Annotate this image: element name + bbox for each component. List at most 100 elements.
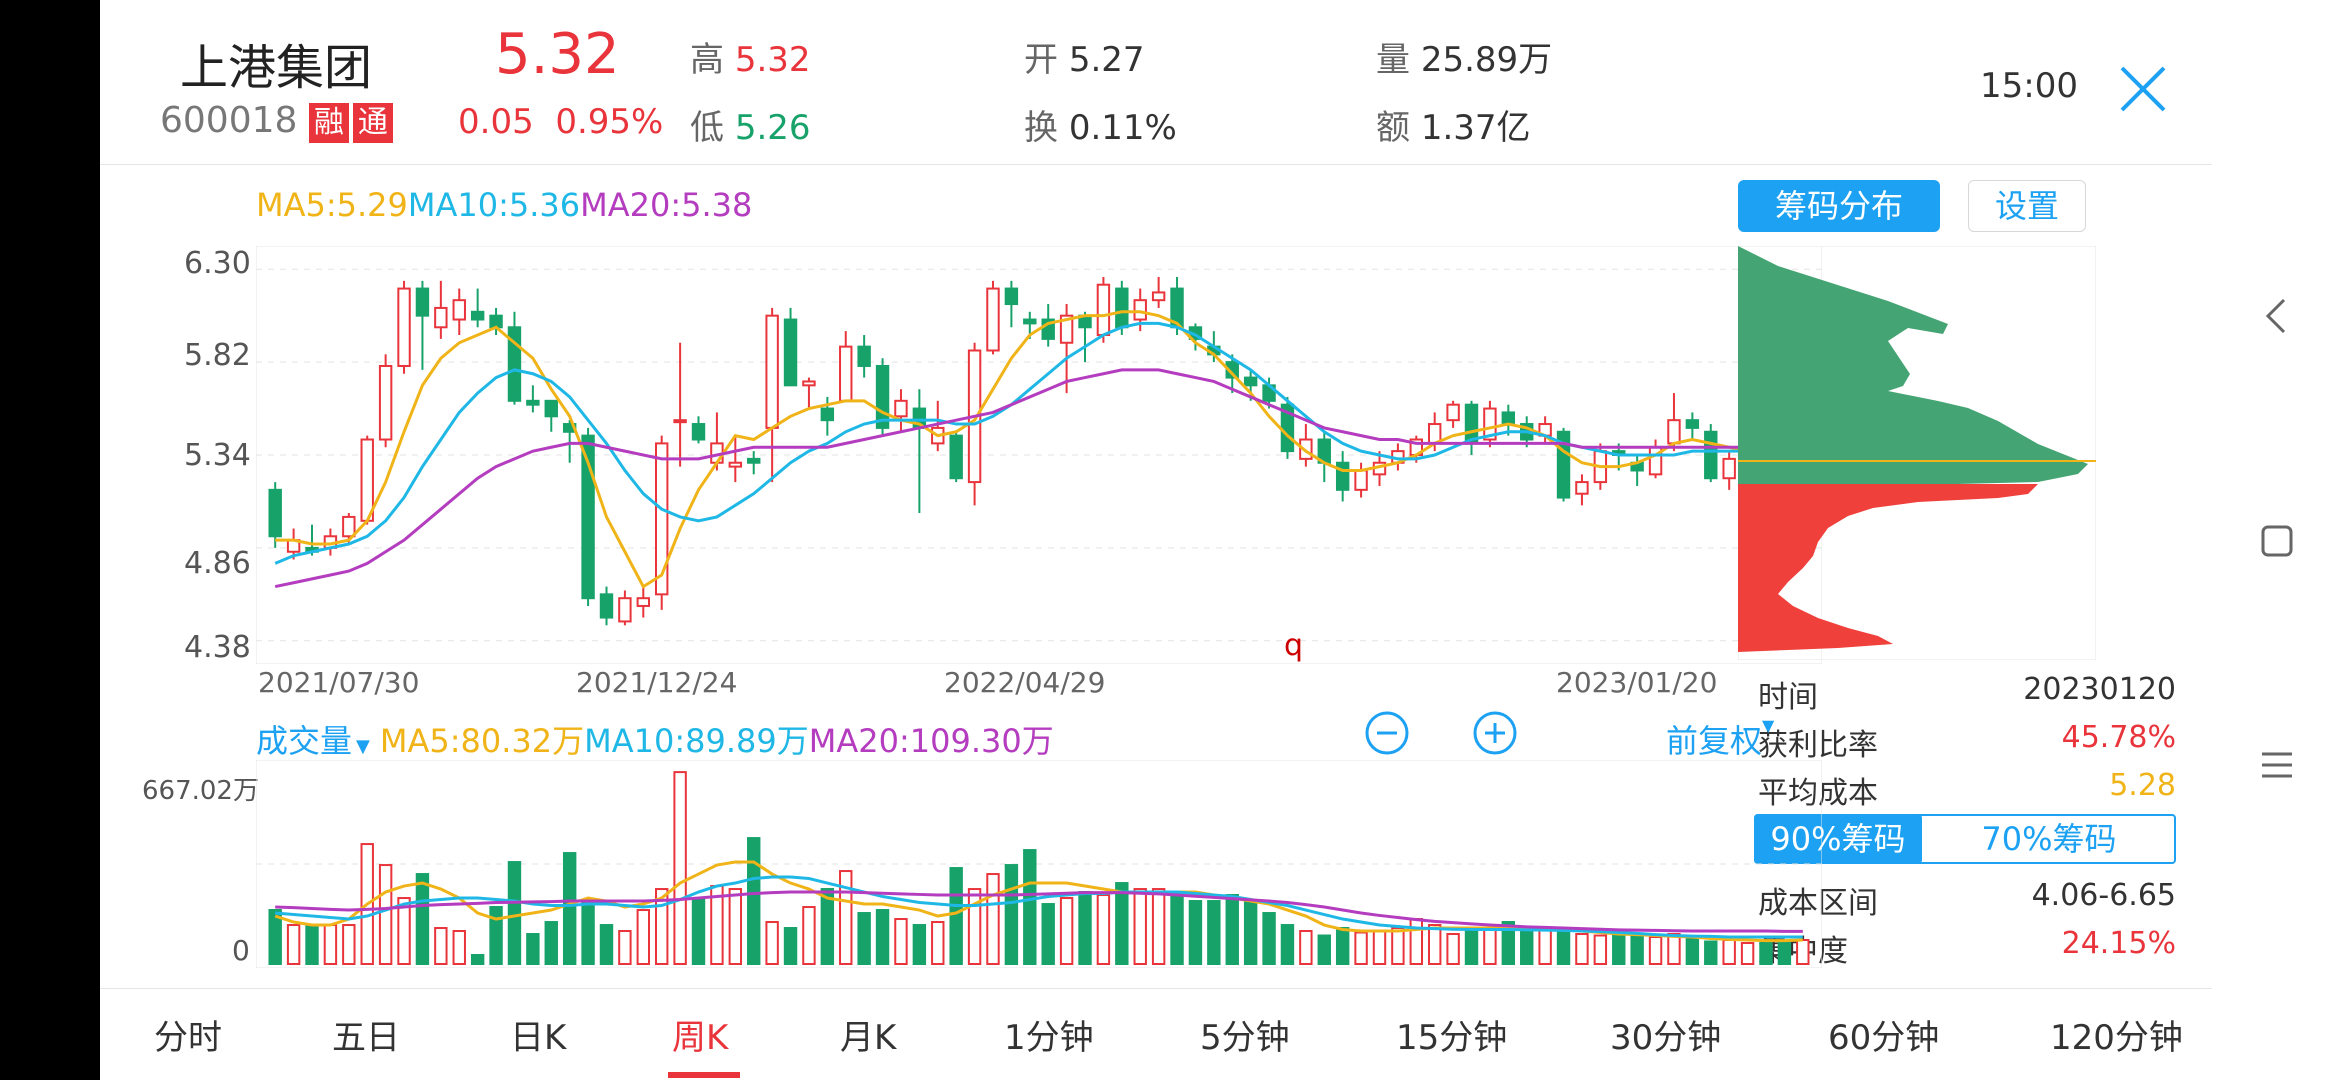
candle (1115, 287, 1129, 329)
tab-5min[interactable]: 5分钟 (1200, 1018, 1290, 1058)
tab-intraday[interactable]: 分时 (154, 1018, 222, 1058)
candle (691, 423, 706, 441)
candle (397, 287, 411, 367)
volume-bar (691, 897, 706, 965)
volume-bar (1667, 933, 1681, 965)
volume-bar (415, 873, 430, 965)
volume-bar (1280, 924, 1295, 965)
settings-button[interactable]: 设置 (1968, 180, 2086, 232)
zoom-out-icon[interactable] (1364, 710, 1410, 756)
dropdown-arrow-icon[interactable]: ▼ (1762, 716, 1775, 735)
volume-bar (489, 906, 503, 966)
tab-five-day[interactable]: 五日 (332, 1018, 400, 1058)
candle (1041, 318, 1055, 340)
volume-chart[interactable] (256, 760, 1822, 968)
recents-menu-icon[interactable] (2260, 750, 2294, 780)
volume-bar (507, 861, 522, 965)
volume-bar (1151, 888, 1166, 966)
adjust-label[interactable]: 前复权 (1666, 722, 1763, 760)
tab-90-chips[interactable]: 90%筹码 (1754, 814, 1922, 864)
candle (1354, 469, 1368, 491)
volume-bar (1538, 928, 1552, 966)
volume-bar (1575, 933, 1589, 965)
volume-bar (1685, 937, 1700, 965)
volume-bar (1372, 930, 1387, 966)
volume-bar (470, 954, 485, 965)
dropdown-arrow-icon[interactable]: ▼ (356, 736, 370, 757)
ma-legend: MA5:5.29MA10:5.36MA20:5.38 (256, 186, 752, 224)
candle (783, 318, 798, 387)
tab-120min[interactable]: 120分钟 (2050, 1018, 2183, 1058)
high-label: 高 (690, 40, 724, 80)
zoom-in-icon[interactable] (1472, 710, 1518, 756)
volume-bar (286, 924, 301, 965)
chip-distribution-button[interactable]: 筹码分布 (1738, 180, 1940, 232)
vol-ma10-line (275, 875, 1803, 939)
candle (526, 399, 540, 406)
volume-value: 25.89万 (1420, 40, 1553, 80)
volume-bar (581, 900, 595, 965)
low-label: 低 (690, 108, 724, 148)
kline-chart[interactable] (256, 246, 1822, 664)
tab-15min[interactable]: 15分钟 (1396, 1018, 1508, 1058)
volume-bar (1096, 894, 1111, 965)
candle (378, 364, 393, 441)
tabs-divider (100, 988, 2212, 989)
active-tab-indicator (668, 1072, 740, 1078)
date-axis-label: 2023/01/20 (1556, 666, 1718, 699)
candle (599, 593, 614, 619)
price-axis-label: 6.30 (184, 246, 251, 281)
tab-1min[interactable]: 1分钟 (1004, 1018, 1094, 1058)
candle (839, 345, 853, 402)
connect-badge: 通 (352, 103, 393, 143)
volume-bar (452, 930, 466, 966)
candle (1667, 419, 1681, 445)
volume-title[interactable]: 成交量 (256, 722, 353, 760)
candle (1501, 411, 1516, 426)
vol-ma20-legend: MA20:109.30万 (808, 722, 1054, 760)
avg-cost-value: 5.28 (2109, 768, 2176, 803)
ma10-legend: MA10:5.36 (407, 186, 581, 224)
low-value: 5.26 (734, 108, 811, 148)
change-percent: 0.95% (555, 102, 664, 142)
candle (986, 287, 1000, 352)
home-icon[interactable] (2260, 524, 2294, 558)
volume-bar (1520, 930, 1534, 966)
volume-bar (636, 909, 651, 966)
volume-bar (1078, 891, 1092, 966)
volume-bar (931, 921, 945, 965)
volume-stat: 量 25.89万 (1376, 32, 1552, 81)
back-icon[interactable] (2264, 296, 2288, 336)
tab-60min[interactable]: 60分钟 (1828, 1018, 1940, 1058)
volume-bar (305, 924, 319, 965)
volume-bar (1759, 942, 1773, 965)
tab-70-chips[interactable]: 70%筹码 (1981, 820, 2117, 858)
volume-bar (1335, 927, 1350, 966)
chart-marker: q (1284, 628, 1304, 663)
chip-time-row: 时间 20230120 (1758, 672, 2176, 718)
candle (1335, 461, 1350, 491)
chip-profit-area (1738, 246, 2088, 484)
close-icon[interactable] (2116, 62, 2170, 116)
candle (654, 442, 669, 596)
tab-daily-k[interactable]: 日K (510, 1018, 567, 1058)
volume-bar (1299, 930, 1313, 966)
volume-bar (1704, 940, 1718, 965)
tab-monthly-k[interactable]: 月K (840, 1018, 897, 1058)
adjust-selector[interactable]: 前复权▼ (1666, 716, 1774, 762)
open-value: 5.27 (1068, 40, 1145, 80)
tab-30min[interactable]: 30分钟 (1610, 1018, 1722, 1058)
volume-bar (397, 897, 411, 965)
candle (765, 314, 779, 429)
volume-bar (1115, 882, 1129, 965)
candle (949, 434, 963, 480)
stock-name: 上港集团 (180, 40, 373, 96)
candle (1704, 430, 1718, 480)
tab-weekly-k[interactable]: 周K (672, 1018, 729, 1058)
volume-bar (342, 924, 356, 965)
volume-bar (268, 909, 282, 966)
volume-bar (1243, 900, 1258, 965)
volume-bar (1188, 900, 1203, 965)
volume-bar (1059, 897, 1074, 965)
candle (673, 419, 687, 424)
